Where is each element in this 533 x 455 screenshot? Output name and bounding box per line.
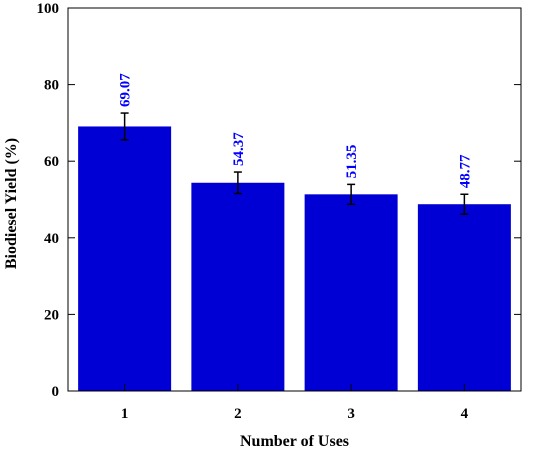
error-bar (460, 193, 469, 215)
plot-frame (67, 7, 522, 392)
x-tick-label: 3 (347, 406, 355, 422)
bar (417, 204, 511, 391)
y-axis: 0 20 40 60 80 100 (37, 1, 521, 400)
y-tick-label: 80 (44, 78, 59, 94)
data-label: 54.37 (231, 132, 247, 166)
x-axis-title: Number of Uses (240, 433, 349, 450)
bar (78, 126, 172, 391)
error-bar (347, 183, 356, 206)
y-tick-label: 40 (44, 231, 59, 247)
data-labels-group: 69.07 54.37 51.35 48.77 (118, 73, 474, 188)
bar (304, 194, 398, 391)
x-tick-label: 2 (234, 406, 242, 422)
y-tick-label: 60 (44, 154, 59, 170)
x-axis: 1 2 3 4 (121, 384, 469, 422)
error-bar (120, 112, 129, 141)
bars-group (78, 126, 511, 391)
y-tick-label: 20 (44, 307, 59, 323)
bar (191, 182, 285, 391)
data-label: 48.77 (457, 154, 473, 188)
error-bars-group (120, 112, 469, 215)
y-tick-label: 0 (52, 384, 60, 400)
data-label: 51.35 (344, 145, 360, 179)
x-tick-label: 4 (461, 406, 469, 422)
x-tick-label: 1 (121, 406, 129, 422)
y-axis-title: Biodiesel Yield (%) (3, 138, 20, 269)
y-tick-label: 100 (37, 1, 60, 17)
data-label: 69.07 (118, 73, 134, 107)
error-bar (233, 171, 242, 195)
